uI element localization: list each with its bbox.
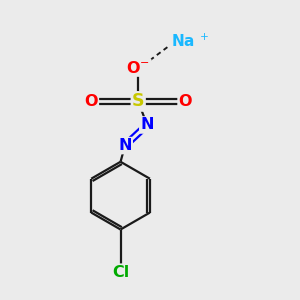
Text: N: N bbox=[140, 118, 154, 133]
Text: S: S bbox=[132, 92, 145, 110]
Text: Na $^{+}$: Na $^{+}$ bbox=[171, 32, 209, 50]
Text: O: O bbox=[84, 94, 98, 109]
Text: O$^{-}$: O$^{-}$ bbox=[126, 60, 150, 76]
Text: Cl: Cl bbox=[112, 265, 129, 280]
Text: O: O bbox=[178, 94, 192, 109]
Text: N: N bbox=[118, 138, 132, 153]
